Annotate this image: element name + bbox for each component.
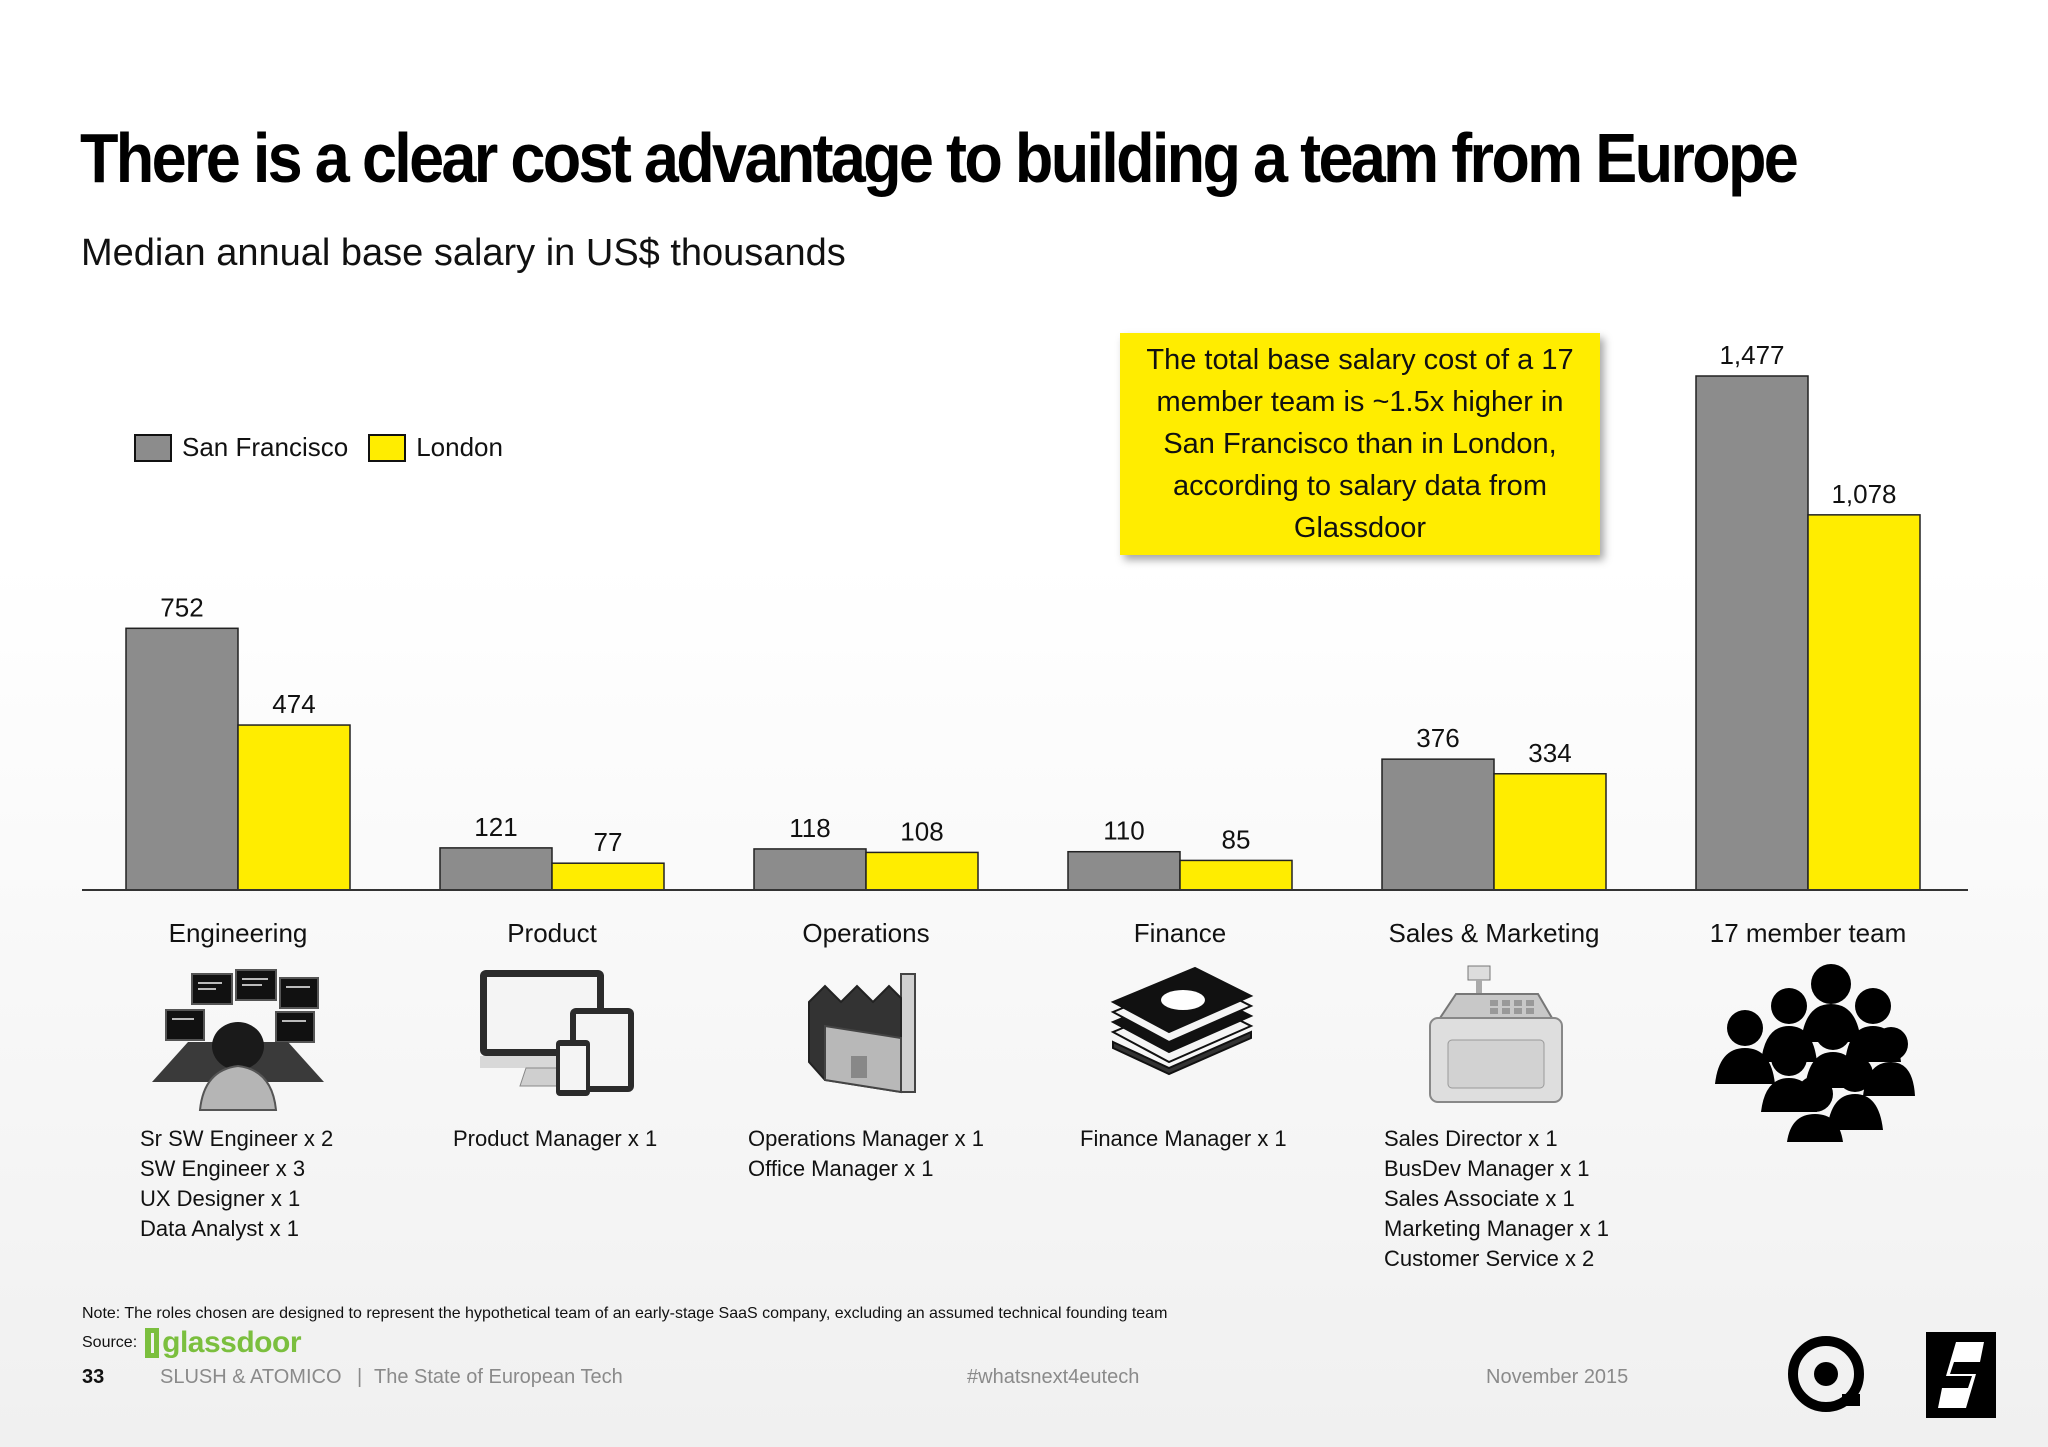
cash-register-icon bbox=[1420, 962, 1570, 1117]
bar-london-product bbox=[551, 862, 665, 891]
legend-label-london: London bbox=[416, 432, 503, 462]
page-number: 33 bbox=[82, 1366, 105, 1388]
category-label-engineering: Engineering bbox=[168, 918, 308, 948]
source-label: Source: bbox=[82, 1334, 138, 1351]
role-item: Sales Associate x 1 bbox=[1384, 1186, 1575, 1211]
data-label-sf-engineering: 752 bbox=[160, 592, 203, 622]
legend-item-sf: San Francisco bbox=[134, 432, 348, 463]
footer-hashtag: #whatsnext4eutech bbox=[967, 1366, 1140, 1388]
role-item: BusDev Manager x 1 bbox=[1384, 1156, 1590, 1181]
category-label-operations: Operations bbox=[802, 918, 930, 948]
bar-sf-sales-marketing bbox=[1381, 758, 1495, 891]
roles-list-finance: Finance Manager x 1 bbox=[1080, 1124, 1287, 1154]
bar-sf-engineering bbox=[125, 627, 239, 891]
data-label-sf-finance: 110 bbox=[1103, 816, 1144, 846]
data-label-london-team: 1,078 bbox=[1831, 479, 1896, 509]
bar-london-sales-marketing bbox=[1493, 773, 1607, 891]
footer-org: SLUSH & ATOMICO bbox=[160, 1366, 342, 1388]
data-label-london-engineering: 474 bbox=[272, 689, 315, 719]
chart-legend: San Francisco London bbox=[134, 432, 523, 463]
role-item: SW Engineer x 3 bbox=[140, 1156, 306, 1181]
bar-sf-product bbox=[439, 847, 553, 891]
role-item: Finance Manager x 1 bbox=[1080, 1126, 1287, 1151]
data-label-sf-operations: 118 bbox=[789, 813, 830, 843]
page-title: There is a clear cost advantage to build… bbox=[80, 119, 1799, 197]
role-item: Operations Manager x 1 bbox=[748, 1126, 985, 1151]
data-label-sf-product: 121 bbox=[474, 812, 517, 842]
data-label-london-product: 77 bbox=[594, 827, 623, 857]
data-label-london-sales-marketing: 334 bbox=[1528, 738, 1571, 768]
footer-report: The State of European Tech bbox=[374, 1366, 623, 1388]
footnote: Note: The roles chosen are designed to r… bbox=[82, 1305, 1168, 1322]
role-item: UX Designer x 1 bbox=[140, 1186, 301, 1211]
roles-list-product: Product Manager x 1 bbox=[453, 1124, 657, 1154]
role-item: Marketing Manager x 1 bbox=[1384, 1216, 1609, 1241]
category-label-sales-marketing: Sales & Marketing bbox=[1388, 918, 1600, 948]
bar-london-finance bbox=[1179, 859, 1293, 891]
bar-london-team bbox=[1807, 514, 1921, 891]
roles-list-operations: Operations Manager x 1 Office Manager x … bbox=[748, 1124, 984, 1184]
data-label-london-finance: 85 bbox=[1222, 824, 1251, 854]
role-item: Data Analyst x 1 bbox=[140, 1216, 299, 1241]
atomico-logo-icon bbox=[1786, 1332, 1870, 1421]
category-label-product: Product bbox=[507, 918, 597, 948]
callout-text: The total base salary cost of a 17 membe… bbox=[1146, 344, 1574, 544]
footer-date: November 2015 bbox=[1486, 1366, 1629, 1388]
bar-london-engineering bbox=[237, 724, 351, 891]
category-label-finance: Finance bbox=[1133, 918, 1227, 948]
page-subtitle: Median annual base salary in US$ thousan… bbox=[81, 232, 846, 274]
roles-list-sales-marketing: Sales Director x 1 BusDev Manager x 1 Sa… bbox=[1384, 1124, 1609, 1274]
bar-sf-team bbox=[1695, 375, 1809, 891]
slush-logo-icon bbox=[1926, 1332, 1996, 1423]
developer-workstation-icon bbox=[148, 962, 328, 1117]
role-item: Sr SW Engineer x 2 bbox=[140, 1126, 334, 1151]
category-label-team: 17 member team bbox=[1709, 918, 1907, 948]
bar-sf-finance bbox=[1067, 850, 1181, 891]
role-item: Product Manager x 1 bbox=[453, 1126, 658, 1151]
legend-swatch-london bbox=[368, 433, 407, 462]
money-stack-icon bbox=[1105, 962, 1255, 1087]
glassdoor-logo: glassdoor bbox=[145, 1326, 302, 1360]
data-label-sf-sales-marketing: 376 bbox=[1416, 723, 1459, 753]
data-label-london-operations: 108 bbox=[900, 816, 943, 846]
bar-group: 752 121 118 110 376 1,477 474 77 108 85 334 1,078 bbox=[125, 340, 1921, 891]
legend-item-london: London bbox=[368, 432, 503, 463]
footer-separator: | bbox=[357, 1366, 363, 1388]
callout-box: The total base salary cost of a 17 membe… bbox=[1120, 333, 1600, 555]
roles-list-engineering: Sr SW Engineer x 2 SW Engineer x 3 UX De… bbox=[140, 1124, 333, 1244]
glassdoor-wordmark: glassdoor bbox=[162, 1326, 302, 1359]
legend-swatch-sf bbox=[134, 433, 172, 462]
devices-icon bbox=[478, 962, 638, 1107]
factory-icon bbox=[805, 962, 935, 1107]
role-item: Customer Service x 2 bbox=[1384, 1246, 1595, 1271]
legend-label-sf: San Francisco bbox=[182, 432, 349, 462]
role-item: Office Manager x 1 bbox=[748, 1156, 934, 1181]
data-label-sf-team: 1,477 bbox=[1719, 340, 1784, 370]
bar-sf-operations bbox=[753, 848, 867, 891]
source-row: Source: glassdoor bbox=[82, 1326, 302, 1360]
bar-london-operations bbox=[865, 851, 979, 891]
glassdoor-mark-icon bbox=[145, 1328, 160, 1358]
role-item: Sales Director x 1 bbox=[1384, 1126, 1558, 1151]
people-group-icon bbox=[1705, 962, 1915, 1147]
